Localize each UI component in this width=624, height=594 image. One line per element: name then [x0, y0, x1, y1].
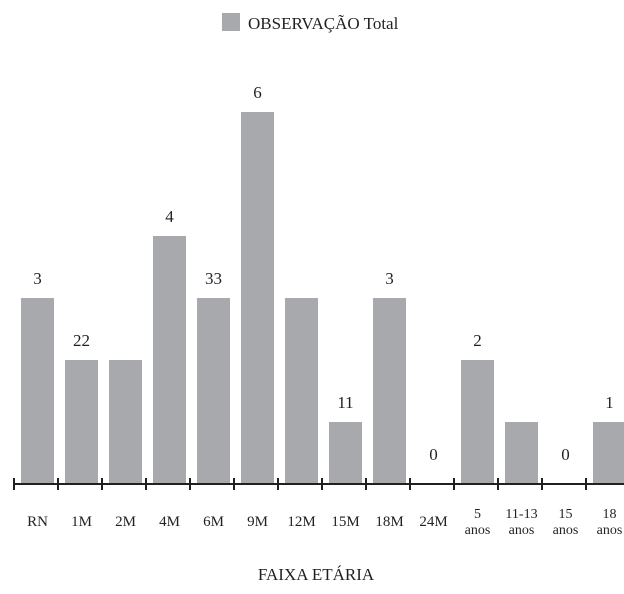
data-labels: 3 22 4 33 6 11 3 0 2 0 1 [33, 83, 614, 464]
data-label-0: 3 [33, 269, 42, 288]
data-label-12: 0 [561, 445, 570, 464]
data-label-4: 33 [205, 269, 222, 288]
bar-13 [593, 422, 624, 484]
bars [21, 112, 624, 484]
bar-8 [373, 298, 406, 484]
tick-label-6: 12M [287, 514, 315, 530]
bar-1 [65, 360, 98, 484]
legend-label: OBSERVAÇÃO Total [248, 14, 399, 33]
tick-label-4: 6M [203, 514, 224, 530]
bar-3 [153, 236, 186, 484]
tick-label-8: 18M [375, 514, 403, 530]
tick-label-11: 11-13 anos [505, 507, 537, 538]
data-label-10: 2 [473, 331, 482, 350]
tick-label-7: 15M [331, 514, 359, 530]
data-label-5: 6 [253, 83, 262, 102]
bar-0 [21, 298, 54, 484]
tick-label-2: 2M [115, 514, 136, 530]
data-label-1: 22 [73, 331, 90, 350]
x-axis-ticks [13, 478, 587, 490]
tick-label-0: RN [27, 514, 48, 530]
tick-label-3: 4M [159, 514, 180, 530]
bar-4 [197, 298, 230, 484]
bar-7 [329, 422, 362, 484]
data-label-9: 0 [429, 445, 438, 464]
bar-2 [109, 360, 142, 484]
tick-label-1: 1M [71, 514, 92, 530]
tick-label-12: 15 anos [553, 507, 579, 538]
data-label-8: 3 [385, 269, 394, 288]
x-axis-tick-labels: RN 1M 2M 4M 6M 9M 12M 15M 18M 24M 5 anos 11-13 anos 15… [27, 507, 622, 538]
bar-10 [461, 360, 494, 484]
tick-label-10: 5 anos [465, 507, 491, 538]
x-axis-title: FAIXA ETÁRIA [258, 565, 375, 584]
bar-6 [285, 298, 318, 484]
data-label-3: 4 [165, 207, 174, 226]
tick-label-5: 9M [247, 514, 268, 530]
legend: OBSERVAÇÃO Total [222, 13, 399, 33]
legend-swatch [222, 13, 240, 31]
tick-label-13: 18 anos [597, 507, 623, 538]
bar-11 [505, 422, 538, 484]
data-label-7: 11 [337, 393, 353, 412]
bar-5 [241, 112, 274, 484]
tick-label-9: 24M [419, 514, 447, 530]
data-label-13: 1 [605, 393, 614, 412]
